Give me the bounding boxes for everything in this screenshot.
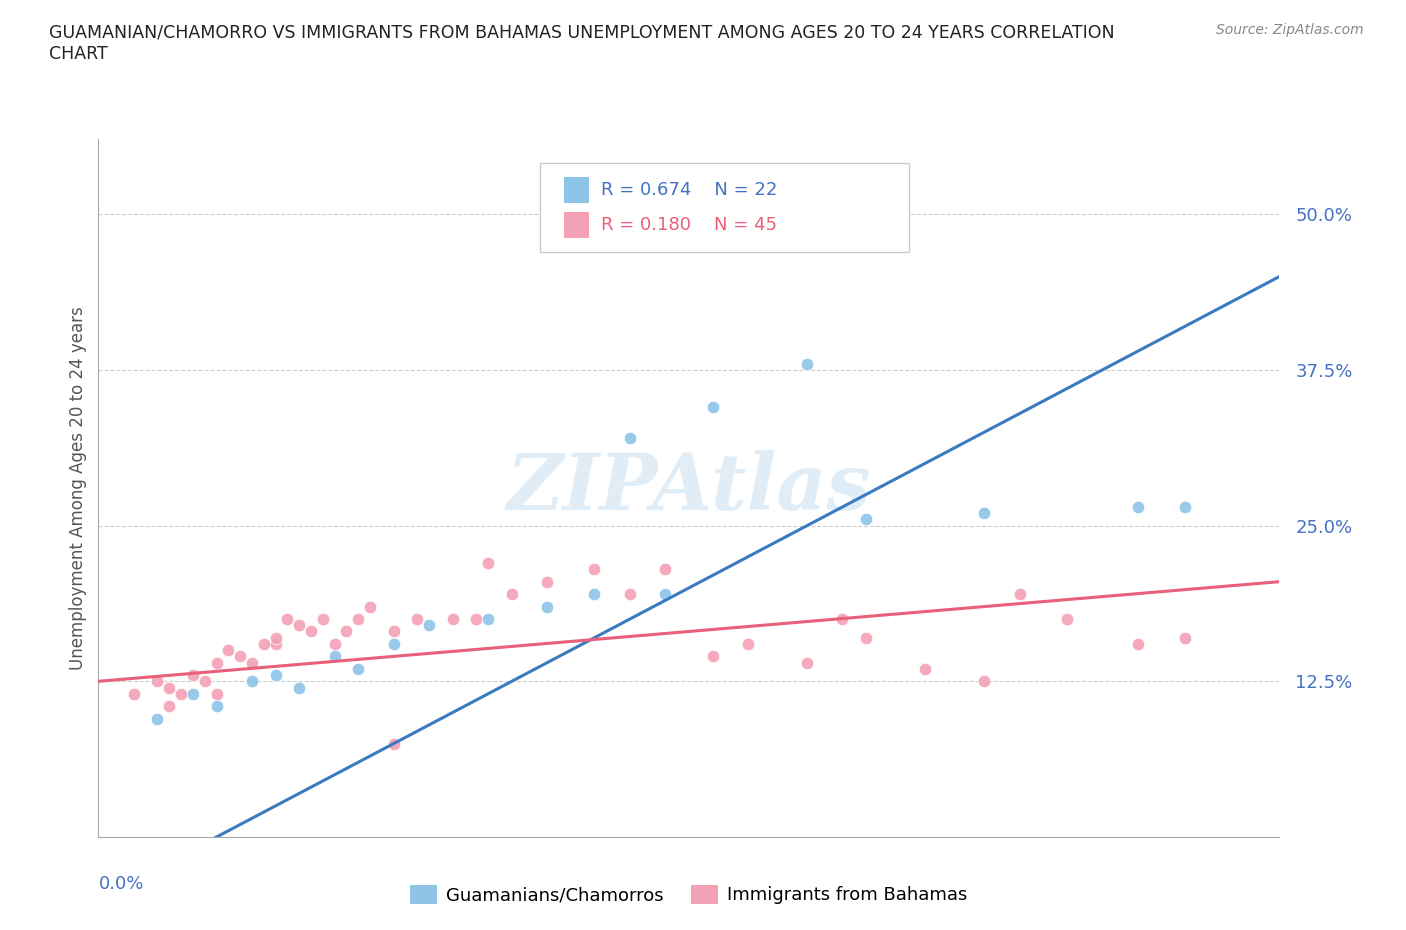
Point [240, 655, 263, 670]
Point [737, 636, 759, 651]
Point [194, 674, 217, 689]
Point [536, 574, 558, 589]
Point [157, 680, 180, 695]
Point [1008, 587, 1031, 602]
Point [205, 686, 228, 701]
Text: R = 0.674    N = 22: R = 0.674 N = 22 [600, 180, 778, 199]
Point [217, 643, 239, 658]
Point [170, 686, 193, 701]
Point [477, 555, 499, 570]
Point [654, 562, 676, 577]
Point [737, 182, 759, 197]
Point [477, 612, 499, 627]
Point [288, 680, 311, 695]
Point [702, 400, 724, 415]
Point [264, 631, 287, 645]
Point [146, 711, 169, 726]
Point [122, 686, 145, 701]
Point [702, 649, 724, 664]
Point [796, 356, 818, 371]
Point [157, 698, 180, 713]
Point [536, 599, 558, 614]
Point [288, 618, 311, 632]
Point [619, 587, 641, 602]
Text: CHART: CHART [49, 45, 108, 62]
Point [1126, 499, 1149, 514]
Point [276, 612, 298, 627]
Point [205, 655, 228, 670]
Point [406, 612, 429, 627]
Point [335, 624, 357, 639]
Point [1174, 499, 1197, 514]
Point [855, 512, 877, 526]
Point [347, 661, 370, 676]
Point [1174, 631, 1197, 645]
Point [264, 636, 287, 651]
Point [253, 636, 276, 651]
Point [1056, 612, 1078, 627]
Point [583, 587, 606, 602]
Point [382, 624, 405, 639]
Point [264, 668, 287, 683]
Point [583, 562, 606, 577]
Point [299, 624, 322, 639]
Point [359, 599, 381, 614]
Point [973, 674, 995, 689]
Point [312, 612, 335, 627]
Point [347, 612, 370, 627]
Point [796, 655, 818, 670]
Point [1126, 636, 1149, 651]
Point [382, 636, 405, 651]
Text: ZIPAtlas: ZIPAtlas [506, 450, 872, 526]
Point [831, 612, 853, 627]
Point [855, 631, 877, 645]
Point [382, 737, 405, 751]
Text: Source: ZipAtlas.com: Source: ZipAtlas.com [1216, 23, 1364, 37]
Y-axis label: Unemployment Among Ages 20 to 24 years: Unemployment Among Ages 20 to 24 years [69, 306, 87, 671]
Point [205, 698, 228, 713]
Point [181, 686, 204, 701]
Text: 0.0%: 0.0% [98, 875, 143, 894]
Point [973, 506, 995, 521]
Point [501, 587, 523, 602]
Point [323, 636, 346, 651]
Point [181, 668, 204, 683]
Text: R = 0.180    N = 45: R = 0.180 N = 45 [600, 216, 776, 234]
Point [240, 674, 263, 689]
Point [654, 587, 676, 602]
Point [914, 661, 936, 676]
Point [441, 612, 464, 627]
Point [323, 649, 346, 664]
Point [418, 618, 440, 632]
Point [465, 612, 488, 627]
Text: GUAMANIAN/CHAMORRO VS IMMIGRANTS FROM BAHAMAS UNEMPLOYMENT AMONG AGES 20 TO 24 Y: GUAMANIAN/CHAMORRO VS IMMIGRANTS FROM BA… [49, 23, 1115, 41]
Point [146, 674, 169, 689]
Legend: Guamanians/Chamorros, Immigrants from Bahamas: Guamanians/Chamorros, Immigrants from Ba… [404, 878, 974, 911]
Point [619, 431, 641, 445]
Point [229, 649, 252, 664]
